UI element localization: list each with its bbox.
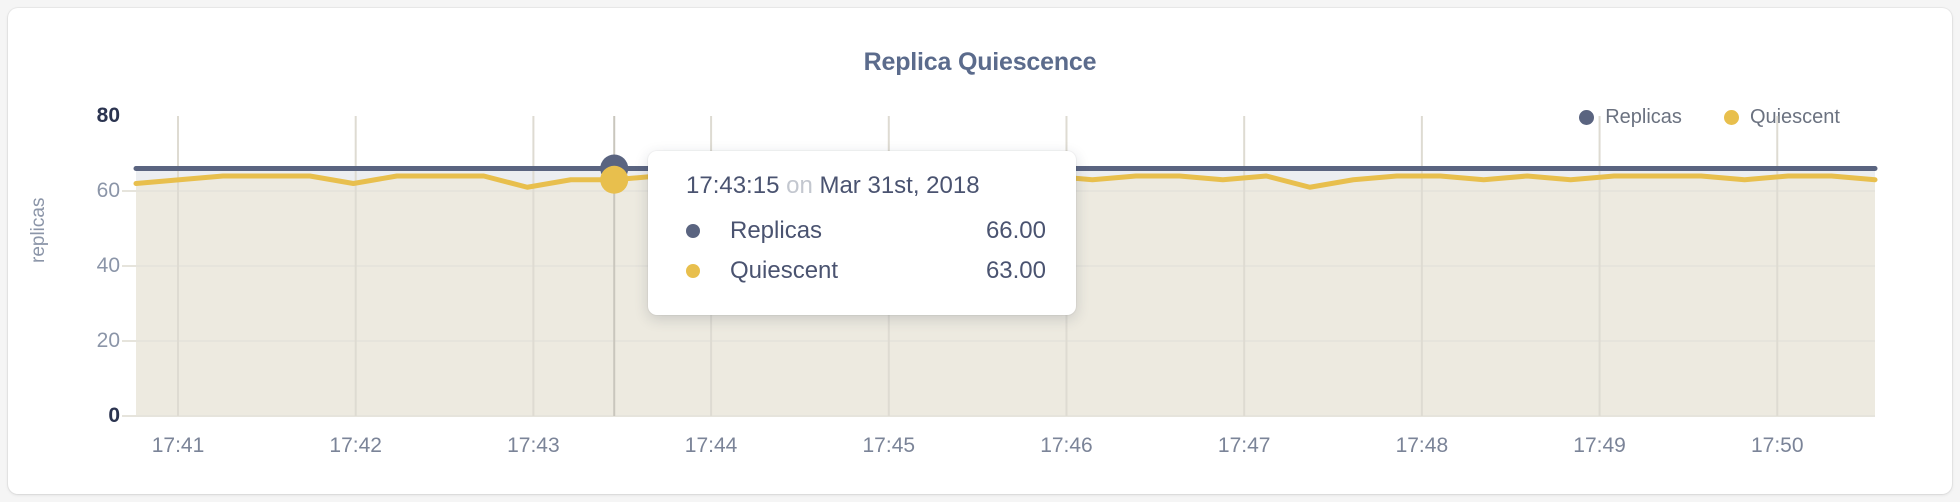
y-axis-label: replicas [28, 197, 49, 263]
x-axis-tick-label: 17:43 [507, 434, 560, 457]
tooltip-series-value: 63.00 [985, 257, 1046, 284]
page-title: Replica Quiescence [863, 48, 1097, 76]
replicas-legend-dot [1579, 110, 1595, 125]
x-axis-tick-label: 17:47 [1217, 434, 1271, 457]
x-axis-tick-label: 17:49 [1573, 434, 1626, 457]
chart-legend: Replicas Quiescent [1579, 106, 1840, 129]
x-axis-tick-label: 17:45 [862, 434, 916, 457]
quiescent-legend-dot [1723, 110, 1739, 125]
y-axis-tick-label: 80 [96, 104, 120, 127]
y-axis-tick-label: 20 [96, 329, 120, 352]
tooltip-series-label: Replicas [730, 217, 823, 244]
chart-tooltip: 17:43:15 on Mar 31st, 2018 Replicas 66.0… [648, 151, 1076, 315]
tooltip-series-label: Quiescent [730, 257, 839, 284]
y-axis-tick-label: 0 [108, 404, 120, 427]
legend-item-label: Quiescent [1749, 106, 1840, 128]
x-axis-tick-label: 17:41 [151, 434, 205, 457]
replicas-tooltip-dot [686, 224, 700, 238]
x-axis-tick-label: 17:46 [1040, 434, 1093, 457]
legend-item-label: Replicas [1605, 106, 1682, 128]
tooltip-date: Mar 31st, 2018 [819, 172, 980, 199]
chart-card: Replica Quiescence Replicas Quiescent re… [8, 8, 1952, 494]
y-axis-tick-label: 60 [96, 179, 120, 202]
tooltip-header: 17:43:15 on Mar 31st, 2018 [686, 172, 1046, 200]
tooltip-on-word: on [786, 172, 813, 199]
legend-item-quiescent[interactable]: Quiescent [1723, 106, 1840, 129]
x-axis-tick-label: 17:42 [329, 434, 382, 457]
quiescent-tooltip-dot [686, 264, 700, 278]
x-axis-tick-label: 17:48 [1395, 434, 1449, 457]
legend-item-replicas[interactable]: Replicas [1579, 106, 1682, 129]
tooltip-row-replicas: Replicas 66.00 [686, 211, 1046, 251]
x-axis-tick-label: 17:44 [684, 434, 738, 457]
x-axis-tick-label: 17:50 [1750, 434, 1804, 457]
tooltip-series-value: 66.00 [985, 217, 1046, 244]
tooltip-row-quiescent: Quiescent 63.00 [686, 251, 1046, 291]
y-axis-tick-label: 40 [96, 254, 120, 277]
tooltip-time: 17:43:15 [686, 172, 780, 199]
